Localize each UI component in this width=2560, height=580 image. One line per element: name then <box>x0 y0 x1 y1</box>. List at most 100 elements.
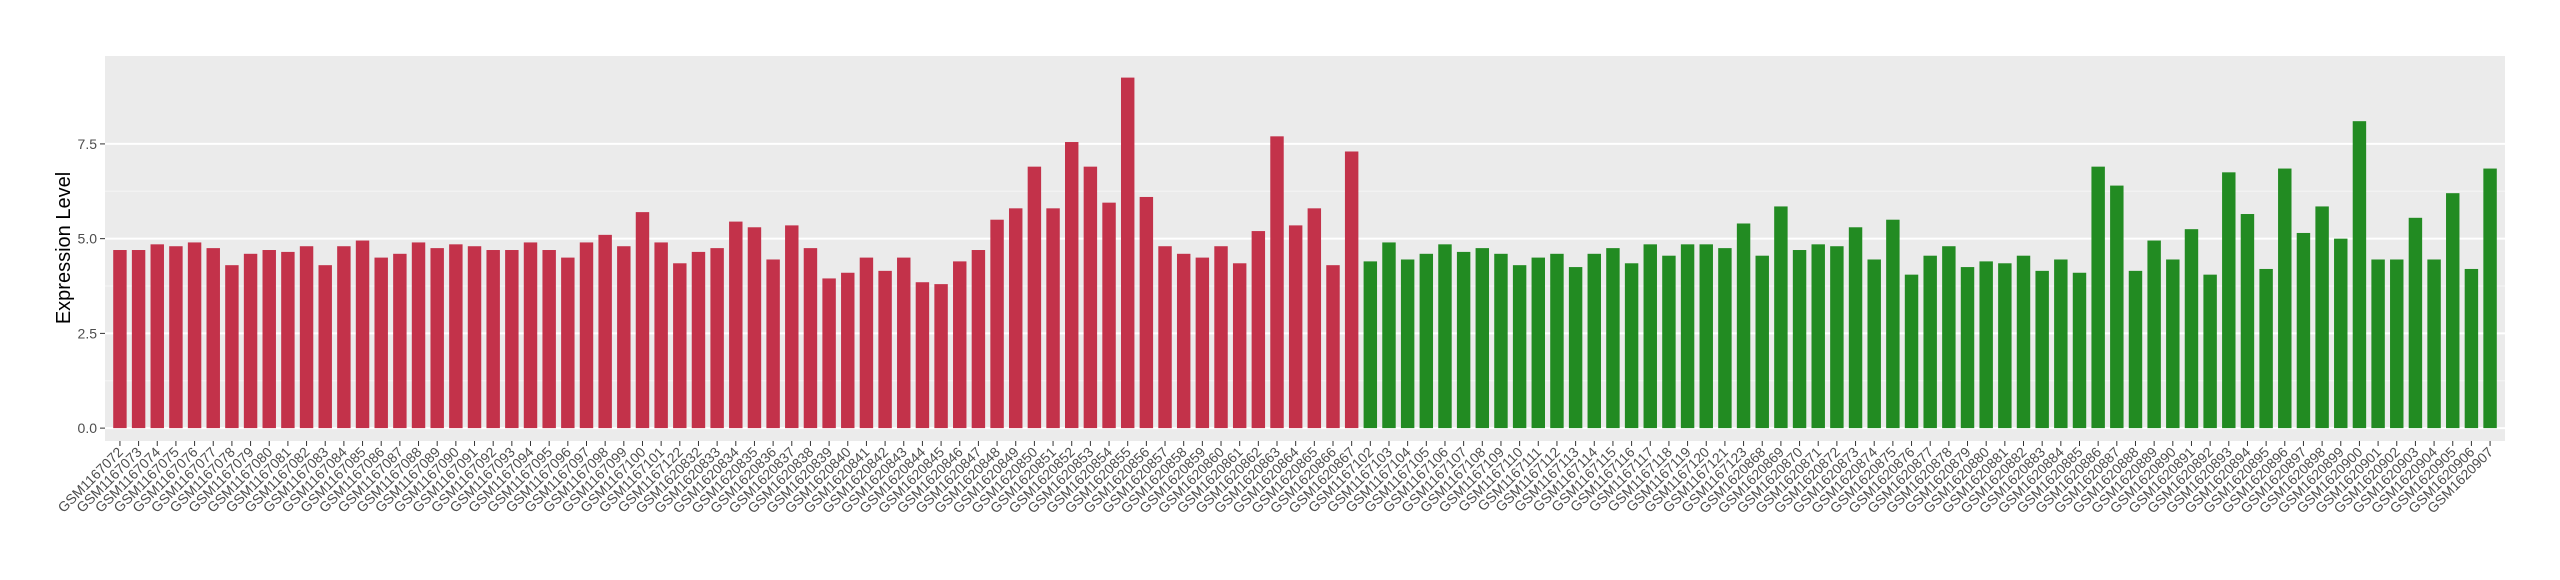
bar <box>1998 263 2012 429</box>
bar <box>299 246 314 429</box>
bar <box>1214 246 1228 429</box>
bar <box>803 248 818 429</box>
bar <box>1755 255 1769 429</box>
bar <box>2203 274 2217 429</box>
bar <box>1550 253 1564 429</box>
bar <box>243 253 258 429</box>
bar <box>393 253 407 429</box>
bar <box>1718 248 1732 429</box>
bar <box>355 240 370 429</box>
bar <box>2222 172 2236 429</box>
bar <box>187 242 202 429</box>
y-tick-label: 2.5 <box>78 325 98 341</box>
bar <box>878 270 892 429</box>
bar <box>2110 185 2124 429</box>
bar <box>2390 259 2404 429</box>
bar <box>2408 217 2423 429</box>
bar <box>579 242 594 429</box>
bar <box>1120 77 1135 429</box>
bar <box>859 257 874 429</box>
bar <box>1886 219 1900 429</box>
grid <box>100 142 2505 446</box>
bar <box>1568 267 1583 429</box>
bar <box>1867 259 1881 429</box>
bar <box>617 246 631 429</box>
bar <box>1475 248 1490 429</box>
bar <box>673 263 687 429</box>
bar <box>2259 268 2273 429</box>
bar <box>1027 166 1042 429</box>
bar <box>2147 240 2161 429</box>
bar <box>374 257 388 429</box>
bar <box>2334 238 2348 429</box>
bar <box>1792 250 1807 429</box>
bar <box>1531 257 1545 429</box>
bar <box>2296 232 2311 429</box>
y-tick-label: 5.0 <box>78 231 98 247</box>
bar <box>1382 242 1396 429</box>
bar <box>971 250 986 429</box>
bar <box>1009 208 1023 429</box>
bar <box>1176 253 1191 429</box>
bar <box>1662 255 1676 429</box>
bar <box>2427 259 2441 429</box>
bar <box>1270 136 1284 429</box>
bar <box>113 250 127 429</box>
bar <box>225 265 239 429</box>
bar <box>2278 168 2292 429</box>
bar <box>635 212 650 429</box>
bar <box>411 242 426 429</box>
labels: 0.02.55.07.5GSM1167072GSM1167073GSM11670… <box>54 136 2496 516</box>
bar <box>169 246 183 429</box>
bar <box>1979 261 1993 429</box>
bar <box>598 234 612 429</box>
bar <box>766 259 780 429</box>
bar <box>710 248 724 429</box>
bar <box>1363 261 1378 429</box>
bar <box>1046 208 1060 429</box>
bar <box>1400 259 1415 429</box>
bar <box>1624 263 1639 429</box>
bar <box>1288 225 1303 429</box>
bar <box>262 250 276 429</box>
bar <box>131 250 146 429</box>
bar <box>2352 121 2367 429</box>
bar <box>990 219 1004 429</box>
bar <box>1848 227 1863 429</box>
bar <box>2446 193 2460 429</box>
bar <box>1158 246 1172 429</box>
bar <box>1419 253 1434 429</box>
bar <box>1587 253 1601 429</box>
bar <box>542 250 556 429</box>
bar <box>318 265 332 429</box>
bar <box>561 257 575 429</box>
bar <box>1699 244 1713 429</box>
bar <box>785 225 799 429</box>
bar <box>934 284 948 429</box>
y-axis-title: Expression Level <box>53 172 75 324</box>
bar <box>449 244 463 429</box>
bar <box>281 251 295 429</box>
bar <box>467 246 482 429</box>
bar <box>1811 244 1825 429</box>
bar <box>1326 265 1340 429</box>
bar <box>654 242 668 429</box>
bar <box>1195 257 1210 429</box>
bar <box>1065 142 1079 429</box>
bar <box>1904 274 1919 429</box>
bars <box>113 77 2497 429</box>
bar <box>1606 248 1620 429</box>
bar <box>915 282 930 429</box>
bar <box>1774 206 1788 429</box>
bar <box>2240 214 2255 429</box>
bar <box>2016 255 2031 429</box>
bar <box>1643 244 1657 429</box>
bar <box>2072 272 2087 429</box>
bar <box>206 248 220 429</box>
bar <box>1494 253 1508 429</box>
bar <box>2464 268 2479 429</box>
bar <box>150 244 164 429</box>
bar <box>1251 231 1266 429</box>
bar <box>841 272 855 429</box>
